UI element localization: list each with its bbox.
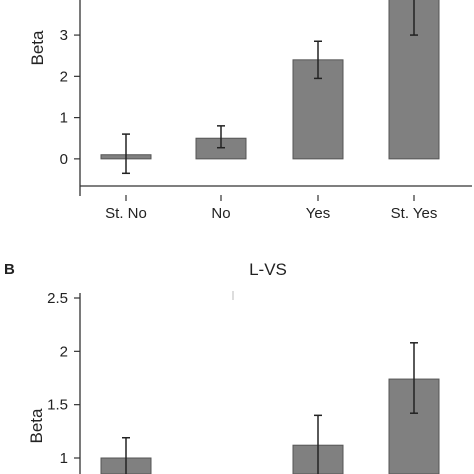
panel-a-y-tick-label: 1 xyxy=(60,110,68,127)
category-label-no: No xyxy=(211,205,230,222)
panel-b-y-tick-label: 2.5 xyxy=(47,290,68,307)
panel-a-y-tick-label: 2 xyxy=(60,68,68,85)
panel-a-chart: Beta 0 1 2 3 St. No No Yes St. Yes xyxy=(28,0,472,222)
panel-b-title: L-VS xyxy=(249,260,287,279)
panel-a-y-tick-label: 0 xyxy=(60,151,68,168)
category-label-st-no: St. No xyxy=(105,205,147,222)
panel-b-y-axis-label: Beta xyxy=(27,408,46,444)
panel-b-y-tick-label: 1 xyxy=(60,450,68,467)
panel-a-y-tick-label: 3 xyxy=(60,27,68,44)
panel-b-label: B xyxy=(4,261,15,278)
panel-b-y-tick-label: 1.5 xyxy=(47,397,68,414)
panel-b-y-tick-label: 2 xyxy=(60,343,68,360)
category-label-st-yes: St. Yes xyxy=(391,205,438,222)
category-label-yes: Yes xyxy=(306,205,330,222)
panel-a-y-axis-label: Beta xyxy=(28,30,47,66)
panel-b-chart: B L-VS Beta 1 1.5 2 2.5 xyxy=(4,260,440,474)
